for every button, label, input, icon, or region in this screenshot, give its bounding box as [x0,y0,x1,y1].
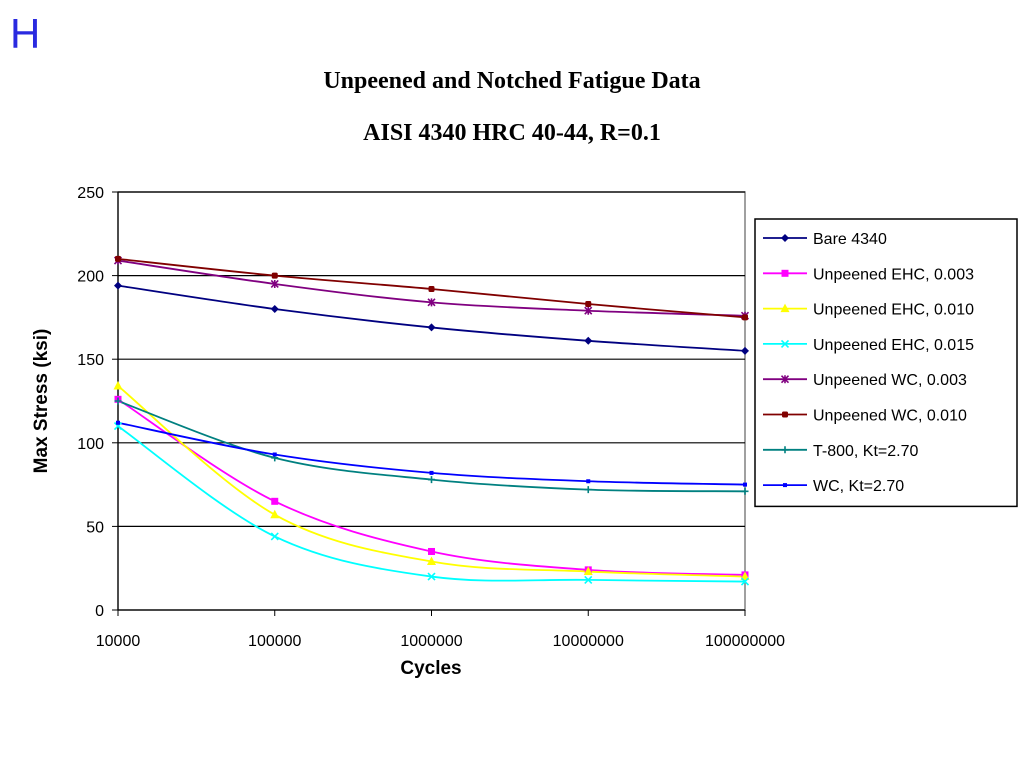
data-point [270,532,279,541]
legend-marker [780,303,790,313]
x-tick-label: 10000000 [553,633,624,650]
data-point [741,346,749,355]
legend-marker [781,269,789,277]
data-point [271,497,279,505]
data-point [740,577,750,586]
legend-marker [781,446,789,454]
legend-label: Unpeened WC, 0.003 [813,372,967,389]
data-point [742,314,748,321]
legend-label: Unpeened EHC, 0.010 [813,302,974,319]
series-markers [113,255,750,586]
data-point [584,306,593,315]
y-axis-title: Max Stress (ksi) [31,329,52,474]
grid-lines [118,191,745,528]
legend-label: Unpeened EHC, 0.003 [813,266,974,283]
data-point [116,420,120,425]
y-tick-label: 0 [95,603,104,620]
legend-marker [781,234,789,242]
data-point [427,323,436,332]
data-point [271,272,278,279]
legend: Bare 4340 Unpeened EHC, 0.003 Unpeened EHC… [754,218,1018,508]
data-point [586,479,591,484]
y-tick-label: 250 [77,185,104,202]
x-tick-label: 1000000 [400,633,462,650]
data-point [429,470,434,475]
legend-label: WC, Kt=2.70 [813,478,904,495]
data-point [740,571,750,581]
data-point [428,285,435,292]
data-point [270,509,280,519]
data-point [584,575,593,584]
data-point [585,301,592,308]
x-tick-labels: 10000 100000 1000000 10000000 100000000 [96,633,785,650]
data-point [428,547,435,555]
plot-area [117,191,746,611]
data-point [741,487,749,495]
legend-label: Unpeened EHC, 0.015 [813,337,974,354]
x-axis-title: Cycles [400,658,461,679]
data-point [584,336,593,345]
data-point [427,556,436,566]
legend-marker [780,375,790,384]
data-point [272,452,277,457]
x-tick-label: 100000 [248,633,301,650]
legend-label: Bare 4340 [813,231,887,248]
data-point [114,397,122,405]
chart-subtitle: AISI 4340 HRC 40-44, R=0.1 [363,120,661,146]
legend-label: T-800, Kt=2.70 [813,443,919,460]
data-point [427,572,436,581]
chart-title: Unpeened and Notched Fatigue Data [323,68,701,94]
y-tick-label: 100 [77,436,104,453]
data-point [428,476,435,484]
data-point [115,255,121,262]
slide-letter: H [10,10,41,57]
data-point [270,305,279,314]
legend-marker [782,411,788,418]
y-tick-label: 150 [77,352,104,369]
y-tick-labels: 0 50 100 150 200 250 [77,185,104,620]
data-point [114,281,122,290]
data-point [583,566,593,576]
x-tick-label: 10000 [96,633,141,650]
legend-marker [780,339,790,348]
y-tick-label: 200 [77,269,104,286]
data-point [113,422,123,431]
legend-marker [783,483,787,488]
legend-box [754,218,1018,508]
data-point [270,279,279,289]
y-tick-label: 50 [86,519,104,536]
plot-border [117,191,746,611]
data-point [743,482,747,487]
data-point [427,298,436,307]
data-point [113,380,123,390]
x-tick-label: 100000000 [705,633,785,650]
legend-label: Unpeened WC, 0.010 [813,408,967,425]
data-point [584,486,592,494]
